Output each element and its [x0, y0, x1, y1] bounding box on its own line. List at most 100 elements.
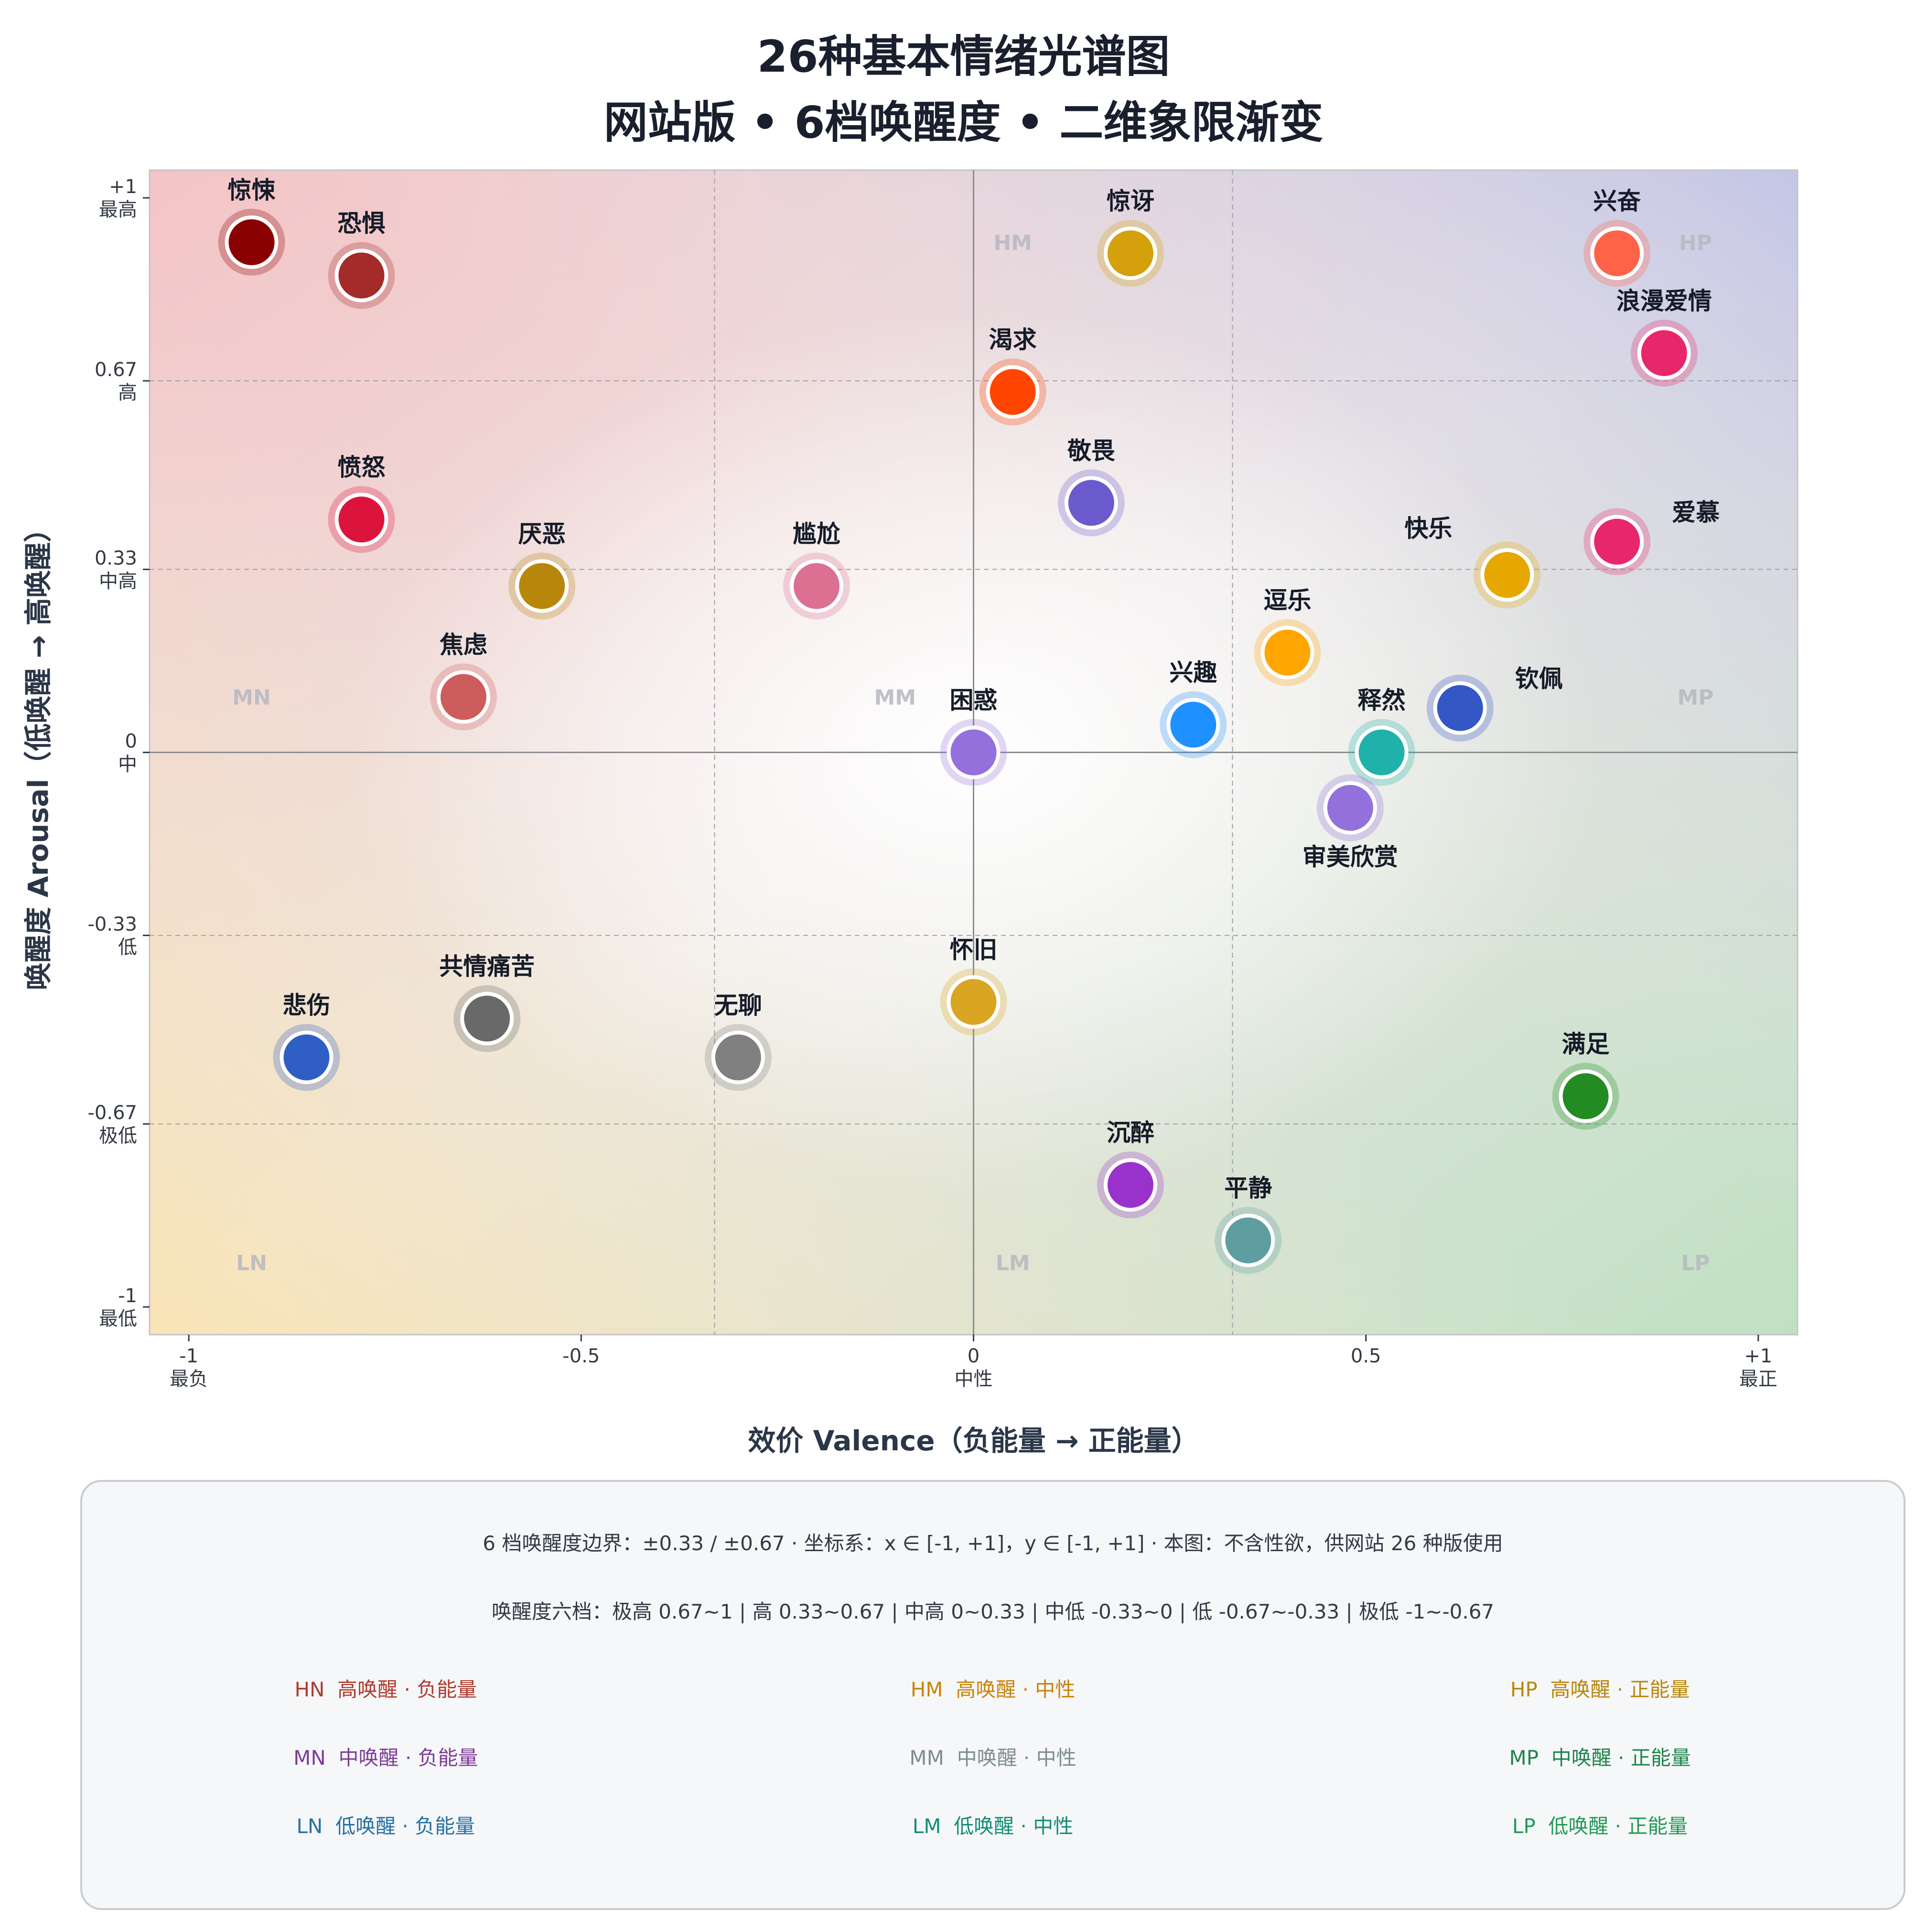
region-legend-item: MM 中唤醒 · 中性 — [689, 1742, 1297, 1771]
region-label: LM — [996, 1251, 1030, 1275]
region-legend-item: MN 中唤醒 · 负能量 — [82, 1742, 689, 1771]
region-description: 中唤醒 · 负能量 — [338, 1746, 478, 1770]
point-label: 满足 — [1562, 1030, 1610, 1058]
region-legend-item: LM 低唤醒 · 中性 — [689, 1810, 1297, 1839]
point-marker — [1641, 330, 1687, 376]
emotion-point: 无聊 — [704, 992, 772, 1091]
point-label: 沉醉 — [1107, 1119, 1154, 1147]
y-tick-sublabel: 最高 — [99, 199, 137, 221]
emotion-point: 愤怒 — [328, 453, 395, 553]
point-marker — [440, 674, 486, 720]
legend-panel: 6 档唤醒度边界：±0.33 / ±0.67 · 坐标系：x ∈ [-1, +1… — [80, 1480, 1905, 1910]
region-code: HM — [910, 1678, 956, 1701]
emotion-point: 厌恶 — [508, 520, 576, 620]
point-marker — [1484, 552, 1530, 598]
y-tick-label: -0.67 — [88, 1102, 138, 1124]
point-marker — [1358, 729, 1405, 776]
region-legend-row: MN 中唤醒 · 负能量 MM 中唤醒 · 中性 MP 中唤醒 · 正能量 — [82, 1722, 1904, 1791]
region-legend-row: HN 高唤醒 · 负能量 HM 高唤醒 · 中性 HP 高唤醒 · 正能量 — [82, 1654, 1904, 1722]
point-label: 共情痛苦 — [439, 953, 535, 981]
emotion-point: 兴趣 — [1160, 658, 1227, 758]
emotion-point: 兴奋 — [1583, 187, 1651, 287]
y-tick-label: 0 — [125, 731, 137, 753]
y-tick-sublabel: 极低 — [99, 1125, 137, 1147]
legend-boundary-note: 6 档唤醒度边界：±0.33 / ±0.67 · 坐标系：x ∈ [-1, +1… — [483, 1532, 1503, 1555]
point-marker — [338, 496, 385, 543]
region-labels: HM HP MN MM MP LN LM LP — [232, 231, 1713, 1275]
y-tick-sublabel: 最低 — [99, 1308, 137, 1330]
point-marker — [1437, 685, 1483, 731]
point-marker — [950, 729, 997, 776]
region-legend-item: HN 高唤醒 · 负能量 — [82, 1673, 689, 1703]
point-marker — [1264, 629, 1311, 676]
point-label: 悲伤 — [282, 992, 330, 1019]
point-marker — [338, 252, 385, 299]
region-code: LP — [1512, 1814, 1549, 1838]
region-description: 中唤醒 · 正能量 — [1551, 1746, 1691, 1770]
point-marker — [283, 1034, 330, 1080]
region-description: 低唤醒 · 正能量 — [1548, 1814, 1688, 1838]
point-marker — [1562, 1073, 1609, 1119]
emotion-point: 钦佩 — [1426, 665, 1563, 742]
y-tick-sublabel: 中高 — [99, 571, 137, 593]
point-marker — [990, 369, 1036, 415]
emotion-point: 恐惧 — [328, 209, 395, 309]
x-tick-label: 0 — [968, 1345, 980, 1367]
point-label: 厌恶 — [518, 520, 566, 548]
point-label: 浪漫爱情 — [1616, 287, 1712, 315]
point-marker — [1594, 230, 1640, 277]
point-label: 恐惧 — [337, 209, 385, 237]
emotion-point: 逗乐 — [1254, 587, 1321, 686]
title-line-1: 26种基本情绪光谱图 — [757, 31, 1170, 82]
emotion-point: 共情痛苦 — [439, 953, 535, 1052]
region-legend-item: HP 高唤醒 · 正能量 — [1296, 1673, 1904, 1703]
point-label: 快乐 — [1404, 515, 1452, 542]
region-label: LN — [236, 1251, 267, 1275]
emotion-point: 释然 — [1348, 687, 1415, 786]
region-legend-grid: HN 高唤醒 · 负能量 HM 高唤醒 · 中性 HP 高唤醒 · 正能量 MN 中唤… — [82, 1654, 1904, 1859]
point-label: 钦佩 — [1515, 665, 1563, 693]
point-label: 渴求 — [989, 326, 1037, 354]
title-line-2: 网站版 • 6档唤醒度 • 二维象限渐变 — [603, 97, 1324, 148]
region-description: 高唤醒 · 正能量 — [1550, 1678, 1690, 1701]
point-marker — [464, 995, 510, 1042]
emotion-point: 尴尬 — [783, 520, 850, 620]
point-label: 释然 — [1358, 687, 1406, 714]
point-label: 逗乐 — [1263, 587, 1311, 615]
point-marker — [1068, 480, 1114, 526]
point-marker — [228, 219, 275, 265]
chart-title: 26种基本情绪光谱图 网站版 • 6档唤醒度 • 二维象限渐变 — [0, 24, 1927, 156]
x-tick-sublabel: 最正 — [1739, 1368, 1777, 1390]
point-label: 兴趣 — [1169, 658, 1217, 686]
point-label: 怀旧 — [950, 936, 998, 964]
y-tick-sublabel: 高 — [118, 382, 137, 404]
point-label: 惊悚 — [228, 176, 276, 204]
point-marker — [715, 1034, 761, 1080]
point-label: 无聊 — [714, 992, 762, 1019]
emotion-point: 惊讶 — [1097, 187, 1164, 287]
region-code: LN — [296, 1814, 336, 1838]
region-legend-item: LN 低唤醒 · 负能量 — [82, 1810, 689, 1839]
x-tick-label: -0.5 — [562, 1345, 600, 1367]
point-label: 敬畏 — [1067, 437, 1115, 464]
region-label: LP — [1681, 1251, 1710, 1275]
emotion-point: 快乐 — [1404, 515, 1541, 609]
y-axis-title: 唤醒度 Arousal（低唤醒 → 高唤醒） — [22, 515, 54, 990]
y-tick-label: -1 — [118, 1285, 137, 1307]
region-code: HP — [1510, 1678, 1550, 1701]
y-tick-label: 0.33 — [95, 548, 137, 570]
region-description: 低唤醒 · 负能量 — [335, 1814, 475, 1838]
region-description: 高唤醒 · 中性 — [956, 1678, 1076, 1701]
y-tick-sublabel: 中 — [118, 754, 137, 776]
point-marker — [1107, 230, 1153, 277]
point-label: 审美欣赏 — [1303, 843, 1398, 871]
region-label: HP — [1679, 231, 1712, 255]
emotion-point: 渴求 — [979, 326, 1046, 426]
point-label: 困惑 — [950, 687, 998, 714]
y-tick-sublabel: 低 — [118, 936, 137, 958]
region-code: LM — [912, 1814, 954, 1838]
point-label: 惊讶 — [1107, 187, 1154, 215]
emotion-point: 敬畏 — [1057, 437, 1125, 537]
emotion-point: 怀旧 — [940, 936, 1007, 1036]
